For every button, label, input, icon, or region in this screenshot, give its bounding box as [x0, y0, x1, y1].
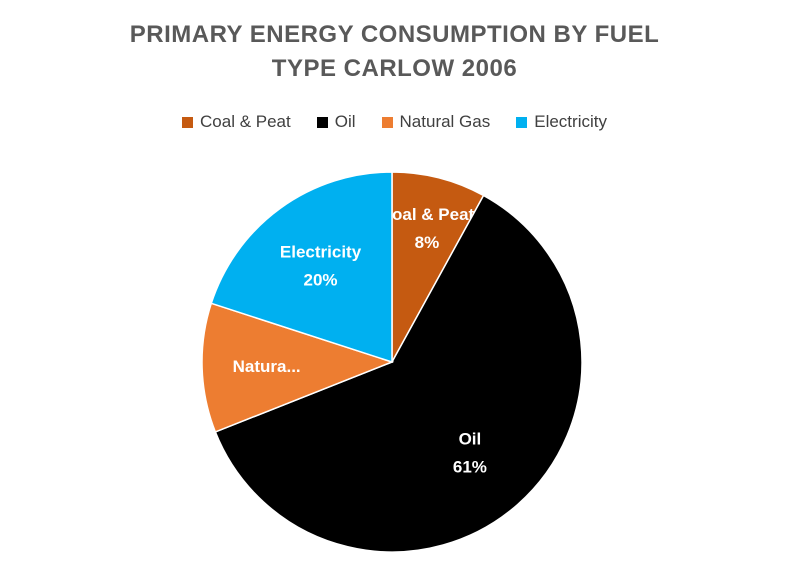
slice-label-name-natural-gas: Natura...: [233, 357, 301, 376]
legend-label-natural-gas: Natural Gas: [399, 112, 491, 131]
slice-label-pct-electricity: 20%: [304, 271, 338, 290]
legend-swatch-electricity: [516, 116, 528, 128]
chart-title-line-1: PRIMARY ENERGY CONSUMPTION BY FUEL: [129, 21, 660, 48]
chart-legend: Coal & Peat Oil Natural Gas Electricity: [0, 112, 789, 132]
legend-label-oil: Oil: [334, 112, 356, 131]
slice-label-name-coal-peat: Coal & Peat: [380, 205, 475, 224]
legend-swatch-coal-peat: [182, 116, 194, 128]
chart-title: PRIMARY ENERGY CONSUMPTION BY FUEL TYPE …: [0, 18, 789, 86]
slice-label-name-electricity: Electricity: [280, 243, 362, 262]
legend-swatch-oil: [316, 116, 328, 128]
legend-swatch-natural-gas: [381, 116, 393, 128]
slice-label-pct-oil: 61%: [453, 457, 487, 476]
legend-item-oil: Oil: [316, 112, 356, 132]
pie-slice-natural-gas: [201, 302, 395, 433]
pie-slice-oil: [214, 194, 583, 553]
legend-label-electricity: Electricity: [534, 112, 607, 131]
legend-item-electricity: Electricity: [516, 112, 607, 132]
slice-label-pct-coal-peat: 8%: [415, 233, 440, 252]
chart-title-line-2: TYPE CARLOW 2006: [271, 55, 518, 82]
pie-slice-coal-peat: [391, 171, 485, 363]
legend-label-coal-peat: Coal & Peat: [200, 112, 291, 131]
slice-label-name-oil: Oil: [459, 429, 482, 448]
legend-item-coal-peat: Coal & Peat: [182, 112, 291, 132]
legend-item-natural-gas: Natural Gas: [381, 112, 491, 132]
pie-slice-electricity: [210, 171, 393, 364]
